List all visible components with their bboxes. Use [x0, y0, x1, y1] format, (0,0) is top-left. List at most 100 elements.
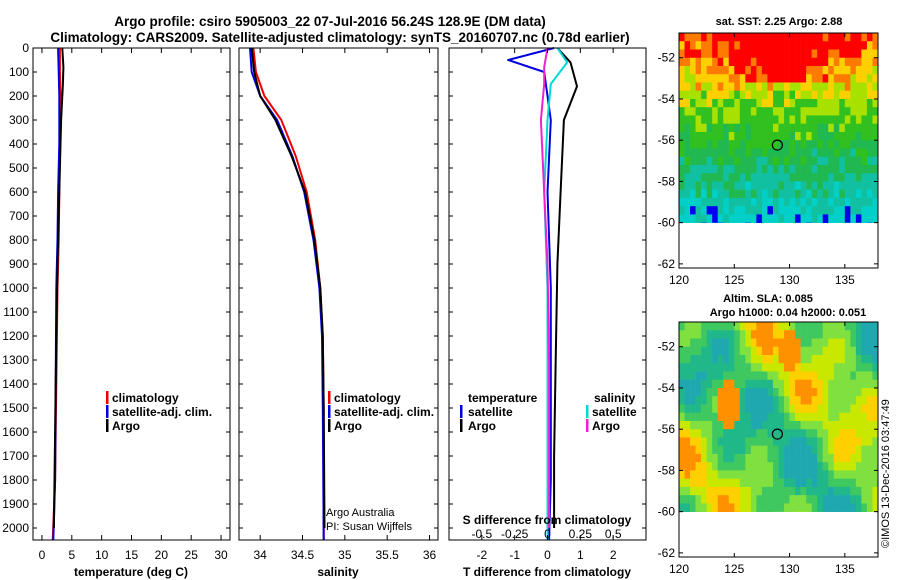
- map-cell: [861, 429, 868, 438]
- map-cell: [872, 429, 879, 438]
- map-cell: [745, 173, 752, 182]
- map-cell: [789, 445, 796, 455]
- map-cell: [761, 57, 768, 67]
- map-cell: [761, 181, 768, 190]
- map-cell: [706, 181, 713, 190]
- map-cell: [745, 107, 752, 116]
- x-tick-label: 35: [338, 548, 352, 562]
- map-cell: [728, 98, 735, 108]
- map-cell: [723, 379, 730, 389]
- map-cell: [839, 90, 846, 100]
- map-cell: [712, 131, 718, 141]
- map-cell: [817, 189, 824, 199]
- map-cell: [839, 131, 846, 141]
- map-cell: [739, 495, 746, 504]
- map-cell: [778, 131, 785, 141]
- map-cell: [811, 453, 818, 463]
- map-cell: [789, 387, 796, 397]
- map-cell: [800, 470, 807, 479]
- map-cell: [822, 115, 829, 125]
- map-cell: [833, 197, 840, 207]
- map-cell: [861, 470, 868, 479]
- map-cell: [706, 387, 713, 397]
- map-cell: [850, 322, 857, 331]
- map-cell: [712, 437, 718, 446]
- map-cell: [690, 379, 696, 389]
- map-cell: [684, 437, 691, 446]
- map-cell: [701, 164, 707, 174]
- map-cell: [800, 98, 807, 108]
- map-cell: [761, 354, 768, 364]
- map-cell: [800, 396, 807, 405]
- map-cell: [784, 354, 790, 364]
- map-cell: [778, 98, 785, 108]
- map-cell: [784, 173, 790, 182]
- map-cell: [800, 495, 807, 504]
- map-cell: [734, 164, 741, 174]
- map-cell: [811, 148, 818, 157]
- map-cell: [701, 322, 707, 331]
- map-cell: [695, 140, 702, 149]
- map-cell: [795, 57, 801, 67]
- map-cell: [717, 74, 724, 83]
- map-cell: [745, 363, 752, 372]
- map-cell: [844, 189, 851, 199]
- map-cell: [772, 363, 779, 372]
- map-cell: [872, 49, 879, 59]
- map-cell: [756, 82, 763, 92]
- map-cell: [800, 33, 807, 42]
- map-cell: [706, 486, 713, 496]
- map-cell: [761, 65, 768, 75]
- map-cell: [745, 486, 752, 496]
- map-cell: [756, 107, 763, 116]
- map-cell: [866, 41, 873, 50]
- map-cell: [723, 173, 730, 182]
- map-cell: [800, 371, 807, 381]
- map-cell: [679, 90, 685, 100]
- map-cell: [833, 420, 840, 430]
- map-cell: [756, 330, 763, 339]
- map-cell: [728, 65, 735, 75]
- map-cell: [723, 445, 730, 455]
- map-cell: [690, 404, 696, 414]
- map-cell: [679, 363, 685, 372]
- map-cell: [844, 387, 851, 397]
- map-cell: [795, 387, 801, 397]
- map-cell: [690, 115, 696, 125]
- map-cell: [756, 420, 763, 430]
- map-cell: [833, 470, 840, 479]
- map-cell: [828, 486, 835, 496]
- map-cell: [701, 123, 707, 133]
- map-cell: [756, 396, 763, 405]
- map-cell: [778, 338, 785, 348]
- map-cell: [789, 74, 796, 83]
- map-cell: [855, 396, 862, 405]
- map-cell: [850, 214, 857, 223]
- map-cell: [750, 470, 757, 479]
- map-cell: [811, 338, 818, 348]
- map-cell: [850, 503, 857, 512]
- map-cell: [861, 49, 868, 59]
- map-cell: [844, 206, 851, 215]
- map-cell: [706, 445, 713, 455]
- map-cell: [861, 503, 868, 512]
- map-cell: [767, 470, 774, 479]
- map-cell: [723, 363, 730, 372]
- map-cell: [866, 346, 873, 356]
- map-cell: [679, 445, 685, 455]
- map-cell: [690, 148, 696, 157]
- map-cell: [750, 429, 757, 438]
- map-cell: [679, 396, 685, 405]
- sst-map-title: sat. SST: 2.25 Argo: 2.88: [716, 16, 843, 28]
- sst-map-frame: [678, 32, 879, 269]
- map-cell: [767, 396, 774, 405]
- map-cell: [767, 41, 774, 50]
- map-cell: [839, 41, 846, 50]
- map-cell: [767, 363, 774, 372]
- map-cell: [723, 107, 730, 116]
- map-cell: [833, 90, 840, 100]
- map-cell: [690, 107, 696, 116]
- map-cell: [844, 363, 851, 372]
- depth-tick-label: 1400: [2, 377, 29, 391]
- map-cell: [850, 82, 857, 92]
